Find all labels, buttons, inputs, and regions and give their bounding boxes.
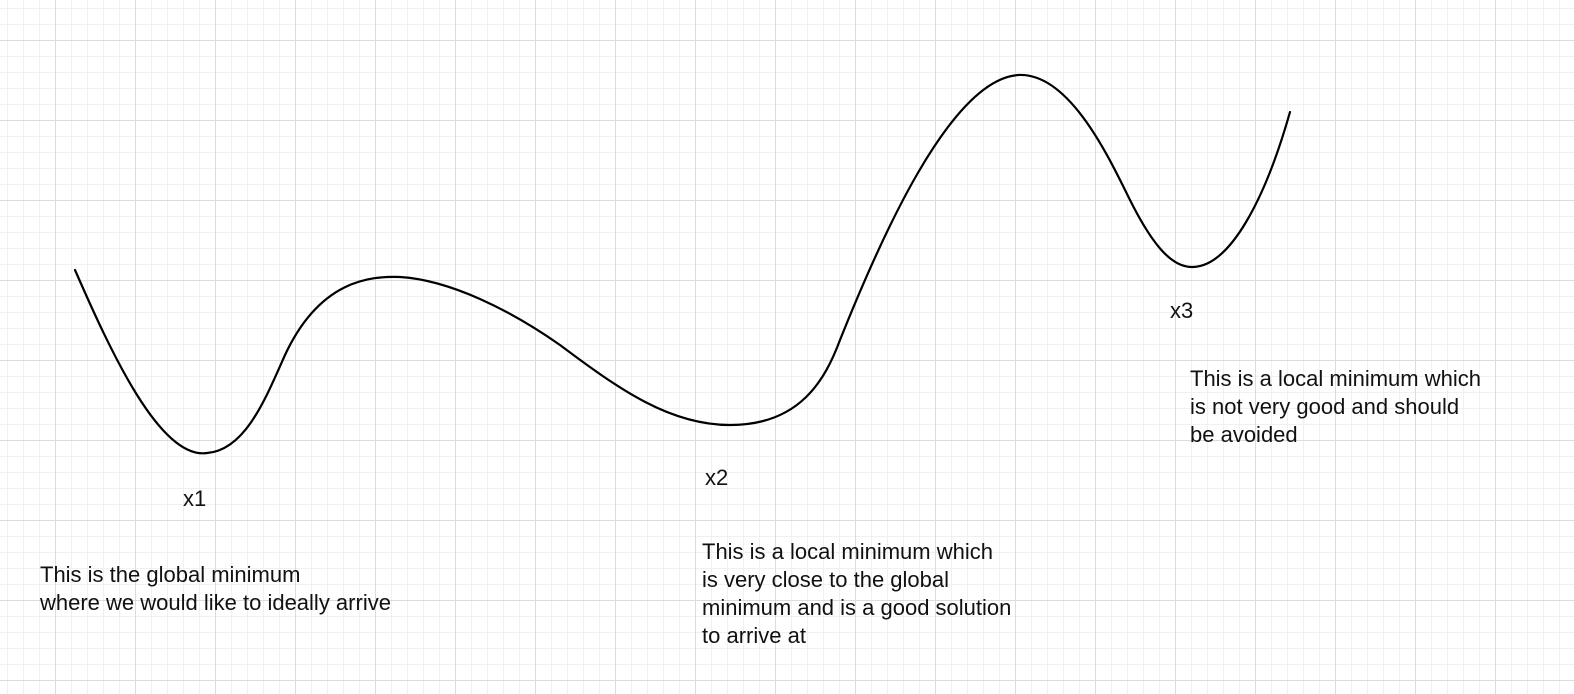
loss-curve: [73, 73, 1292, 455]
annotation-good-local-minimum: This is a local minimum which is very cl…: [702, 539, 1012, 648]
annotation-global-minimum: This is the global minimum where we woul…: [40, 562, 391, 615]
point-label-x1: x1: [183, 486, 207, 511]
point-label-x3: x3: [1170, 298, 1194, 323]
point-label-x2: x2: [705, 465, 729, 490]
annotation-bad-local-minimum: This is a local minimum which is not ver…: [1190, 366, 1481, 447]
